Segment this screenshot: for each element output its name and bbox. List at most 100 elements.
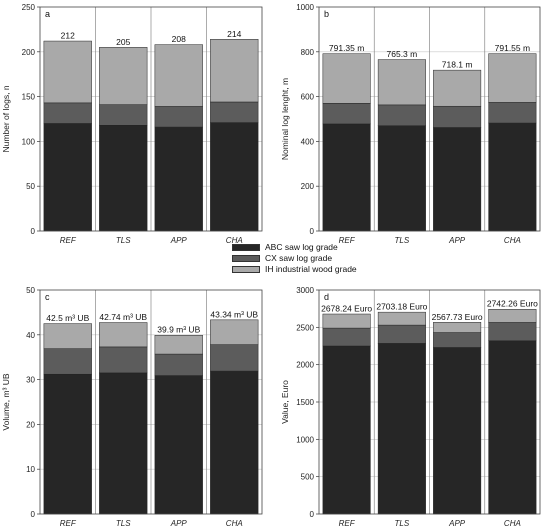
panel-a-bar-app-s0: [154, 126, 203, 232]
panel-b-bar-ref-s1: [322, 103, 371, 125]
panel-a-total-label-tls: 205: [116, 37, 130, 47]
panel-b-xtick-label-app: APP: [448, 236, 466, 245]
legend-item-abc: ABC saw log grade: [232, 242, 357, 253]
panel-d-bar-tls-s2: [377, 311, 426, 326]
panel-b-ytick-label-3: 600: [301, 93, 315, 102]
panel-a-ytick-label-0: 0: [31, 227, 36, 236]
panel-c-xtick-label-tls: TLS: [116, 519, 131, 526]
panel-c-ytick-label-0: 0: [31, 510, 36, 519]
panel-b-bar-cha-s1: [488, 102, 537, 124]
panel-b-bar-cha-s2: [488, 53, 537, 103]
panel-c-bar-tls-s2: [99, 322, 148, 348]
panel-a-bar-ref-s2: [43, 40, 92, 104]
panel-a-ytick-label-5: 250: [22, 3, 36, 12]
panel-b-bar-ref-s0: [322, 123, 371, 232]
panel-a-frame: [39, 6, 263, 232]
panel-b-ytick-label-2: 400: [301, 137, 315, 146]
panel-d-ytick-label-2: 1000: [296, 435, 314, 444]
panel-a-ytick-label-2: 100: [22, 137, 36, 146]
panel-c-bar-cha-s0: [210, 370, 259, 515]
panel-a-xtick-label-cha: CHA: [226, 236, 243, 245]
panel-c-ytick-label-3: 30: [26, 376, 35, 385]
panel-a-bar-app-s1: [154, 106, 203, 128]
panel-d-ytick-label-6: 3000: [296, 286, 314, 295]
panel-c-bar-app-s2: [154, 334, 203, 355]
panel-c-bar-ref-s0: [43, 373, 92, 515]
panel-d-ytick-label-4: 2000: [296, 361, 314, 370]
panel-d-bar-app-s0: [433, 347, 482, 515]
panel-a-bar-cha-s0: [210, 122, 259, 232]
legend: ABC saw log grade CX saw log grade IH in…: [232, 242, 357, 275]
panel-b-bar-tls-s0: [377, 125, 426, 232]
legend-label-ih: IH industrial wood grade: [265, 264, 357, 274]
legend-swatch-ih: [232, 266, 260, 273]
panel-a-letter: a: [45, 9, 50, 19]
panel-a-ytick-label-1: 50: [26, 182, 35, 191]
panel-c-bar-cha-s2: [210, 319, 259, 345]
panel-a-ytick-label-4: 200: [22, 48, 36, 57]
panel-c-total-label-ref: 42.5 m³ UB: [46, 313, 89, 323]
panel-a-ytick-label-3: 150: [22, 93, 36, 102]
panel-c-total-label-app: 39.9 m³ UB: [157, 325, 200, 335]
panel-c-bar-cha-s1: [210, 344, 259, 372]
panel-c-bar-tls-s0: [99, 372, 148, 515]
panel-b-ytick-label-4: 800: [301, 48, 315, 57]
panel-a-bar-app-s2: [154, 44, 203, 107]
panel-c-total-label-tls: 42.74 m³ UB: [99, 312, 147, 322]
legend-swatch-cx: [232, 255, 260, 262]
panel-a-ylabel: Number of logs, n: [1, 85, 11, 152]
panel-c-letter: c: [45, 292, 50, 302]
panel-a-bar-tls-s2: [99, 47, 148, 105]
panel-d-bar-cha-s2: [488, 308, 537, 323]
legend-swatch-abc: [232, 244, 260, 251]
panel-b-bar-ref-s2: [322, 53, 371, 104]
panel-c-ytick-label-1: 10: [26, 465, 35, 474]
panel-d-bar-tls-s0: [377, 343, 426, 515]
panel-d-xtick-label-app: APP: [448, 519, 466, 526]
panel-d-ytick-label-0: 0: [310, 510, 315, 519]
panel-d-ytick-label-3: 1500: [296, 398, 314, 407]
panel-c-bar-tls-s1: [99, 346, 148, 374]
panel-b-bar-cha-s0: [488, 122, 537, 232]
panel-d-bar-ref-s1: [322, 327, 371, 347]
panel-a-total-label-ref: 212: [61, 31, 75, 41]
panel-a-bar-cha-s1: [210, 101, 259, 123]
panel-d-ytick-label-1: 500: [301, 473, 315, 482]
panel-b-bar-app-s0: [433, 127, 482, 232]
panel-b-total-label-app: 718.1 m: [442, 60, 473, 70]
panel-d-total-label-cha: 2742.26 Euro: [487, 299, 538, 309]
panel-a-bar-ref-s0: [43, 123, 92, 232]
panel-c-ylabel: Volume, m³ UB: [1, 373, 11, 430]
panel-b-bar-tls-s1: [377, 104, 426, 126]
panel-c-bar-app-s0: [154, 375, 203, 515]
panel-d-bar-ref-s2: [322, 313, 371, 329]
panel-b-frame: [318, 6, 541, 232]
panel-b-letter: b: [324, 9, 329, 19]
panel-a-xtick-label-app: APP: [170, 236, 188, 245]
panel-c-xtick-label-ref: REF: [60, 519, 77, 526]
panel-c-xtick-label-cha: CHA: [226, 519, 243, 526]
panel-b-xtick-label-cha: CHA: [504, 236, 521, 245]
panel-a-xtick-label-tls: TLS: [116, 236, 131, 245]
panel-b-bar-app-s2: [433, 69, 482, 107]
panel-a-total-label-app: 208: [172, 34, 186, 44]
panel-c-bar-ref-s1: [43, 348, 92, 375]
panel-d-bar-cha-s0: [488, 340, 537, 515]
panel-a-bar-cha-s2: [210, 39, 259, 103]
panel-d-total-label-ref: 2678.24 Euro: [321, 304, 372, 314]
panel-d-bar-tls-s1: [377, 324, 426, 344]
legend-item-ih: IH industrial wood grade: [232, 264, 357, 275]
panel-d-bar-ref-s0: [322, 345, 371, 515]
panel-a-bar-tls-s1: [99, 104, 148, 126]
panel-d-bar-cha-s1: [488, 322, 537, 342]
panel-b-ylabel: Nominal log lenght, m: [280, 78, 290, 160]
legend-label-cx: CX saw log grade: [265, 253, 333, 263]
panel-d-frame: [318, 289, 541, 515]
panel-d-ytick-label-5: 2500: [296, 323, 314, 332]
panel-d-letter: d: [324, 292, 329, 302]
panel-c-bar-ref-s2: [43, 323, 92, 349]
panel-c-total-label-cha: 43.34 m³ UB: [210, 309, 258, 319]
panel-b-ytick-label-5: 1000: [296, 3, 314, 12]
panel-b-bar-app-s1: [433, 105, 482, 128]
